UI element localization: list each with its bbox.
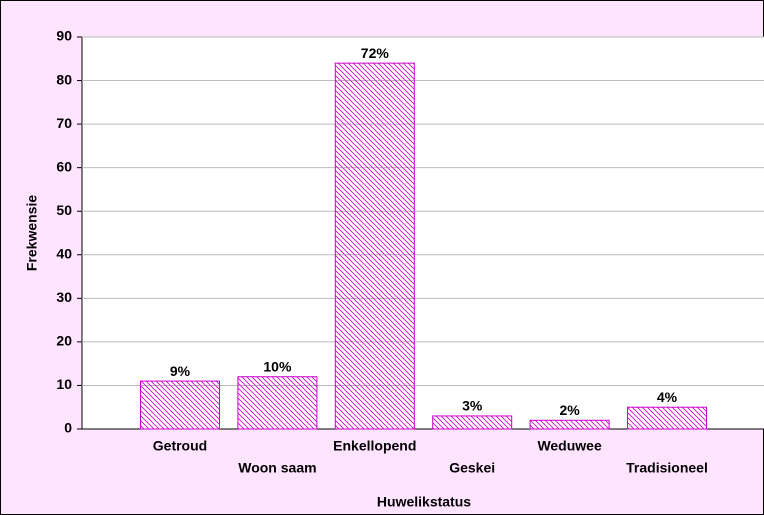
x-tick-label: Geskei [449, 460, 495, 476]
bar [140, 380, 220, 430]
data-label: 72% [361, 45, 390, 61]
bar [237, 376, 318, 430]
y-tick-label: 90 [56, 28, 72, 44]
y-tick-label: 0 [64, 420, 72, 436]
bar [432, 415, 513, 430]
x-axis-label: Huwelikstatus [377, 494, 471, 510]
bar [627, 406, 707, 430]
plot-area [82, 37, 764, 429]
x-tick-label: Enkellopend [333, 438, 416, 454]
y-tick-label: 30 [56, 289, 72, 305]
y-tick-label: 80 [56, 71, 72, 87]
data-label: 4% [657, 389, 678, 405]
y-tick-label: 60 [56, 158, 72, 174]
y-tick-label: 20 [56, 333, 72, 349]
data-label: 2% [559, 402, 580, 418]
y-tick-label: 70 [56, 115, 72, 131]
x-tick-label: Woon saam [238, 460, 316, 476]
y-axis-label: Frekwensie [24, 195, 40, 271]
y-tick-label: 50 [56, 202, 72, 218]
y-tick-label: 40 [56, 245, 72, 261]
y-tick-label: 10 [56, 376, 72, 392]
x-tick-label: Getroud [153, 438, 207, 454]
x-tick-label: Tradisioneel [626, 460, 708, 476]
data-label: 9% [170, 363, 191, 379]
bar [529, 419, 610, 430]
data-label: 10% [263, 358, 292, 374]
x-tick-label: Weduwee [537, 438, 602, 454]
bar [334, 62, 415, 430]
data-label: 3% [462, 398, 483, 414]
